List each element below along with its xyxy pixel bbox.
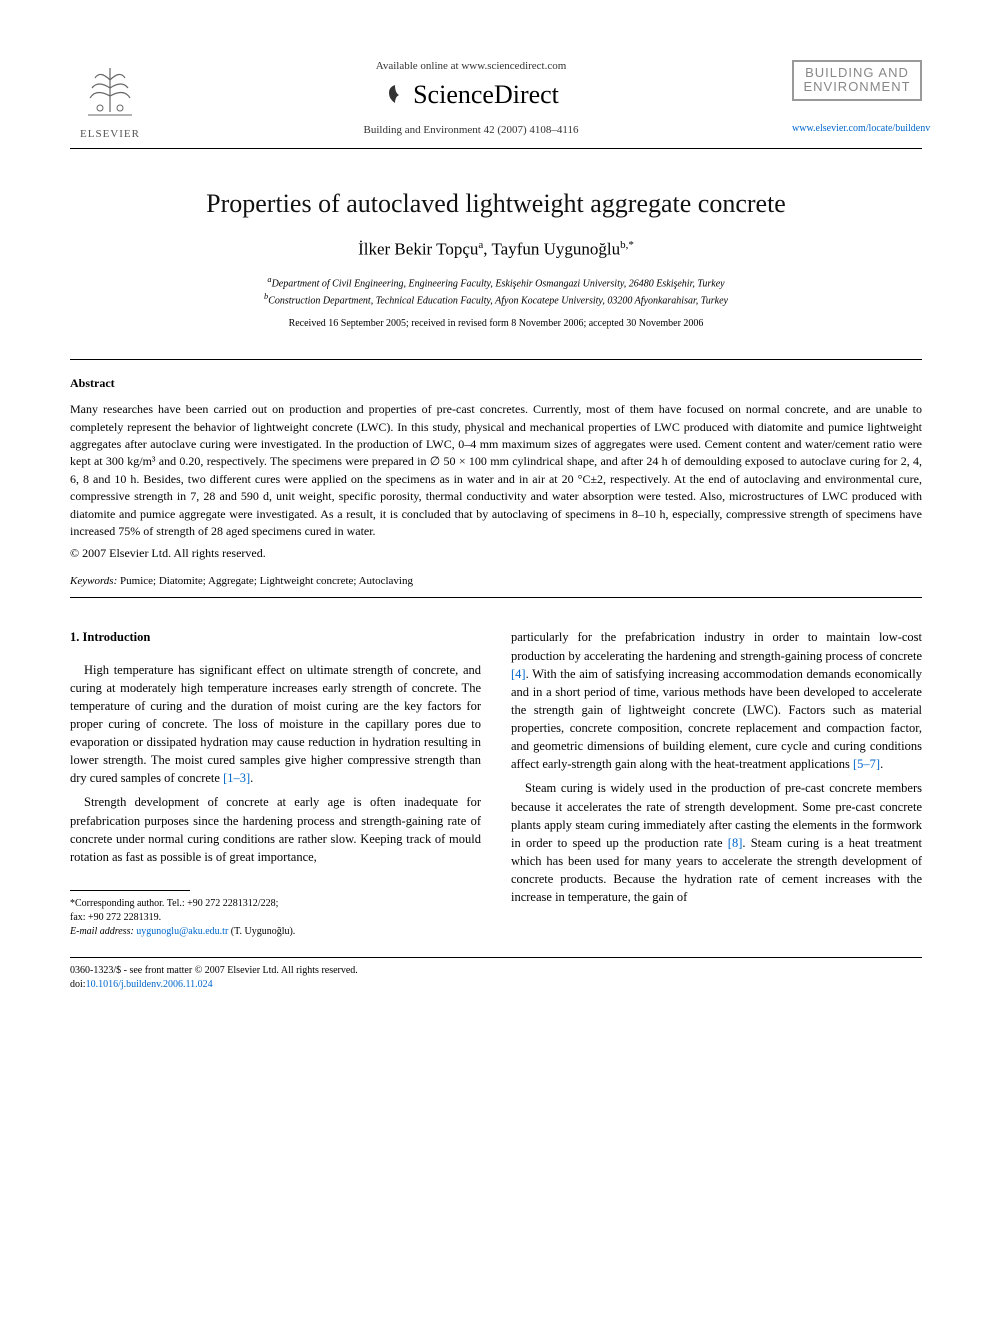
ref-link-1-3[interactable]: [1–3] <box>223 771 250 785</box>
keywords-values: Pumice; Diatomite; Aggregate; Lightweigh… <box>120 575 413 587</box>
corresponding-fax: fax: +90 272 2281319. <box>70 911 481 925</box>
authors-line: İlker Bekir Topçua, Tayfun Uygunoğlub,* <box>70 239 922 260</box>
available-online-text: Available online at www.sciencedirect.co… <box>170 60 772 72</box>
footer: 0360-1323/$ - see front matter © 2007 El… <box>70 964 922 992</box>
center-header: Available online at www.sciencedirect.co… <box>150 60 792 136</box>
right-p1: particularly for the prefabrication indu… <box>511 628 922 773</box>
email-name: (T. Uygunoğlu). <box>231 926 296 937</box>
ref-link-5-7[interactable]: [5–7] <box>853 757 880 771</box>
keywords-label: Keywords: <box>70 575 117 587</box>
doi-label: doi: <box>70 979 86 990</box>
abstract-heading: Abstract <box>70 376 922 391</box>
article-dates: Received 16 September 2005; received in … <box>70 318 922 329</box>
footer-divider <box>70 957 922 958</box>
ref-link-8[interactable]: [8] <box>728 836 743 850</box>
journal-logo-line2: ENVIRONMENT <box>800 80 914 94</box>
ref-link-4[interactable]: [4] <box>511 667 526 681</box>
email-link[interactable]: uygunoglu@aku.edu.tr <box>136 926 228 937</box>
footnote-divider <box>70 890 190 891</box>
left-column: 1. Introduction High temperature has sig… <box>70 628 481 939</box>
elsevier-tree-icon <box>80 60 140 120</box>
footer-front-matter: 0360-1323/$ - see front matter © 2007 El… <box>70 964 922 978</box>
author-1-sup: a <box>478 239 483 251</box>
sciencedirect-icon <box>383 83 407 107</box>
right-p2: Steam curing is widely used in the produ… <box>511 779 922 906</box>
journal-header: ELSEVIER Available online at www.science… <box>70 60 922 140</box>
footnotes: *Corresponding author. Tel.: +90 272 228… <box>70 897 481 939</box>
body-columns: 1. Introduction High temperature has sig… <box>70 628 922 939</box>
header-divider <box>70 148 922 149</box>
journal-title-box: BUILDING AND ENVIRONMENT <box>792 60 922 101</box>
corresponding-author: *Corresponding author. Tel.: +90 272 228… <box>70 897 481 911</box>
doi-link[interactable]: 10.1016/j.buildenv.2006.11.024 <box>86 979 213 990</box>
journal-logo-block: BUILDING AND ENVIRONMENT www.elsevier.co… <box>792 60 922 135</box>
left-p2: Strength development of concrete at earl… <box>70 793 481 866</box>
abstract-top-divider <box>70 359 922 360</box>
journal-reference: Building and Environment 42 (2007) 4108–… <box>170 124 772 136</box>
affiliation-b: bConstruction Department, Technical Educ… <box>70 291 922 308</box>
sciencedirect-logo: ScienceDirect <box>170 80 772 110</box>
author-1: İlker Bekir Topçu <box>358 240 478 259</box>
email-label: E-mail address: <box>70 926 134 937</box>
author-2-sup: b,* <box>620 239 634 251</box>
abstract-bottom-divider <box>70 597 922 598</box>
left-p1: High temperature has significant effect … <box>70 661 481 788</box>
affiliations: aDepartment of Civil Engineering, Engine… <box>70 274 922 309</box>
publisher-name: ELSEVIER <box>70 128 150 140</box>
abstract-copyright: © 2007 Elsevier Ltd. All rights reserved… <box>70 546 922 561</box>
right-column: particularly for the prefabrication indu… <box>511 628 922 939</box>
corresponding-email-line: E-mail address: uygunoglu@aku.edu.tr (T.… <box>70 925 481 939</box>
journal-logo-line1: BUILDING AND <box>800 66 914 80</box>
footer-doi-line: doi:10.1016/j.buildenv.2006.11.024 <box>70 978 922 992</box>
author-2: Tayfun Uygunoğlu <box>491 240 620 259</box>
intro-heading: 1. Introduction <box>70 628 481 646</box>
publisher-logo: ELSEVIER <box>70 60 150 140</box>
keywords-line: Keywords: Pumice; Diatomite; Aggregate; … <box>70 575 922 587</box>
affiliation-a: aDepartment of Civil Engineering, Engine… <box>70 274 922 291</box>
abstract-body: Many researches have been carried out on… <box>70 401 922 540</box>
sciencedirect-text: ScienceDirect <box>413 80 559 110</box>
article-title: Properties of autoclaved lightweight agg… <box>70 189 922 219</box>
journal-url-link[interactable]: www.elsevier.com/locate/buildenv <box>792 123 930 134</box>
